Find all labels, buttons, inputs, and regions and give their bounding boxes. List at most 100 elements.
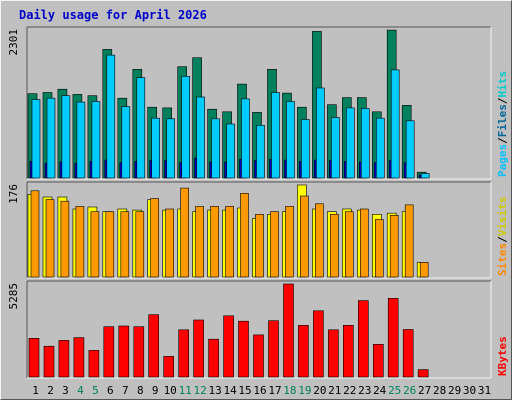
- kbytes-kbytes-bar-15: [238, 320, 249, 378]
- kbytes-kbytes-bar-5: [88, 350, 100, 378]
- visits-sites-bar-18: [285, 206, 294, 278]
- kbytes-kbytes-bar-3: [58, 340, 70, 378]
- chart-panels: 2301Pages/Files/Hits176Sites/Visits5285K…: [7, 26, 509, 379]
- hits-pages-bar-17: [271, 92, 280, 179]
- kbytes-kbytes-bar-12: [193, 319, 204, 378]
- x-tick-label-9: 9: [152, 384, 159, 397]
- x-tick-label-16: 16: [253, 384, 266, 397]
- visits-sites-bar-10: [165, 208, 174, 278]
- visits-sites-bar-11: [180, 187, 189, 278]
- kbytes-kbytes-bar-26: [402, 329, 414, 378]
- visits-legend-slash: /: [496, 236, 509, 243]
- kbytes-max-label: 5285: [7, 283, 20, 310]
- kbytes-kbytes-bar-4: [73, 337, 85, 378]
- x-tick-label-24: 24: [373, 384, 387, 397]
- visits-sites-bar-1: [30, 190, 40, 278]
- hits-pages-bar-11: [181, 76, 190, 179]
- kbytes-kbytes-bar-21: [328, 329, 339, 378]
- x-tick-label-29: 29: [448, 384, 461, 397]
- x-tick-label-20: 20: [313, 384, 326, 397]
- hits-max-label: 2301: [7, 29, 20, 56]
- visits-sites-bar-5: [90, 211, 100, 278]
- kbytes-kbytes-bar-7: [118, 325, 130, 378]
- visits-sites-bar-21: [330, 214, 339, 278]
- kbytes-kbytes-bar-10: [163, 356, 174, 378]
- hits-pages-bar-14: [226, 123, 235, 179]
- x-tick-label-17: 17: [268, 384, 281, 397]
- hits-pages-bar-21: [331, 117, 340, 179]
- kbytes-kbytes-bar-16: [253, 334, 264, 378]
- visits-legend-sites: Sites: [496, 243, 509, 276]
- x-tick-label-21: 21: [328, 384, 341, 397]
- kbytes-kbytes-bar-22: [342, 324, 354, 378]
- x-tick-label-25: 25: [388, 384, 401, 397]
- hits-pages-bar-3: [61, 95, 71, 179]
- hits-legend-files: Files: [496, 104, 509, 137]
- x-tick-label-18: 18: [283, 384, 296, 397]
- hits-pages-bar-1: [31, 99, 41, 179]
- x-tick-label-28: 28: [433, 384, 446, 397]
- visits-sites-bar-15: [240, 193, 249, 278]
- visits-sites-bar-20: [315, 203, 324, 278]
- hits-pages-bar-6: [106, 54, 116, 179]
- x-tick-label-26: 26: [403, 384, 416, 397]
- hits-pages-bar-20: [316, 87, 325, 179]
- hits-pages-bar-25: [390, 69, 400, 179]
- x-tick-label-14: 14: [223, 384, 237, 397]
- x-tick-label-15: 15: [238, 384, 251, 397]
- visits-sites-bar-17: [270, 211, 279, 278]
- visits-sites-bar-19: [300, 195, 309, 278]
- x-tick-label-31: 31: [478, 384, 491, 397]
- hits-pages-bar-7: [121, 106, 131, 179]
- x-tick-label-19: 19: [298, 384, 311, 397]
- visits-sites-bar-8: [135, 211, 145, 278]
- x-tick-label-22: 22: [343, 384, 356, 397]
- visits-sites-bar-4: [75, 206, 85, 278]
- x-tick-label-13: 13: [208, 384, 221, 397]
- hits-pages-bar-8: [136, 77, 146, 179]
- hits-pages-bar-13: [211, 118, 220, 179]
- hits-pages-bar-16: [256, 125, 265, 179]
- x-tick-label-4: 4: [77, 384, 84, 397]
- visits-sites-bar-6: [105, 211, 115, 278]
- x-tick-label-3: 3: [62, 384, 69, 397]
- visits-sites-bar-25: [389, 215, 399, 278]
- visits-legend-visits: Visits: [496, 197, 509, 237]
- visits-sites-bar-12: [195, 206, 204, 278]
- kbytes-legend: KBytes: [496, 336, 509, 376]
- visits-sites-bar-16: [255, 214, 264, 278]
- hits-pages-bar-27: [420, 173, 430, 179]
- hits-legend-slash: /: [496, 137, 509, 144]
- kbytes-kbytes-bar-14: [223, 315, 234, 378]
- x-tick-label-12: 12: [193, 384, 206, 397]
- x-tick-label-23: 23: [358, 384, 371, 397]
- kbytes-kbytes-bar-18: [283, 283, 294, 378]
- chart-title: Daily usage for April 2026: [19, 8, 207, 22]
- kbytes-kbytes-bar-24: [372, 343, 384, 378]
- visits-sites-bar-7: [120, 211, 130, 278]
- x-tick-label-10: 10: [164, 384, 177, 397]
- hits-legend-pages: Pages: [496, 144, 509, 177]
- kbytes-legend-kbytes: KBytes: [496, 336, 509, 376]
- hits-legend: Pages/Files/Hits: [496, 71, 509, 177]
- x-tick-label-7: 7: [122, 384, 129, 397]
- kbytes-kbytes-bar-27: [417, 369, 429, 378]
- visits-max-label: 176: [7, 184, 20, 204]
- kbytes-kbytes-bar-20: [313, 310, 324, 378]
- visits-sites-bar-14: [225, 206, 234, 278]
- panel-kbytes: 5285 KBytes: [7, 280, 509, 379]
- kbytes-kbytes-bar-25: [387, 297, 399, 378]
- hits-pages-bar-23: [360, 108, 370, 179]
- visits-sites-bar-27: [419, 262, 429, 278]
- visits-sites-bar-13: [210, 206, 219, 278]
- x-tick-label-27: 27: [418, 384, 431, 397]
- panel-visits: 176 Sites/Visits: [7, 181, 509, 279]
- kbytes-kbytes-bar-17: [268, 320, 279, 378]
- hits-legend-slash: /: [496, 97, 509, 104]
- hits-pages-bar-4: [76, 101, 86, 179]
- visits-sites-bar-26: [404, 204, 414, 278]
- hits-pages-bar-5: [91, 101, 101, 179]
- visits-sites-bar-22: [344, 211, 354, 278]
- visits-legend: Sites/Visits: [496, 197, 509, 277]
